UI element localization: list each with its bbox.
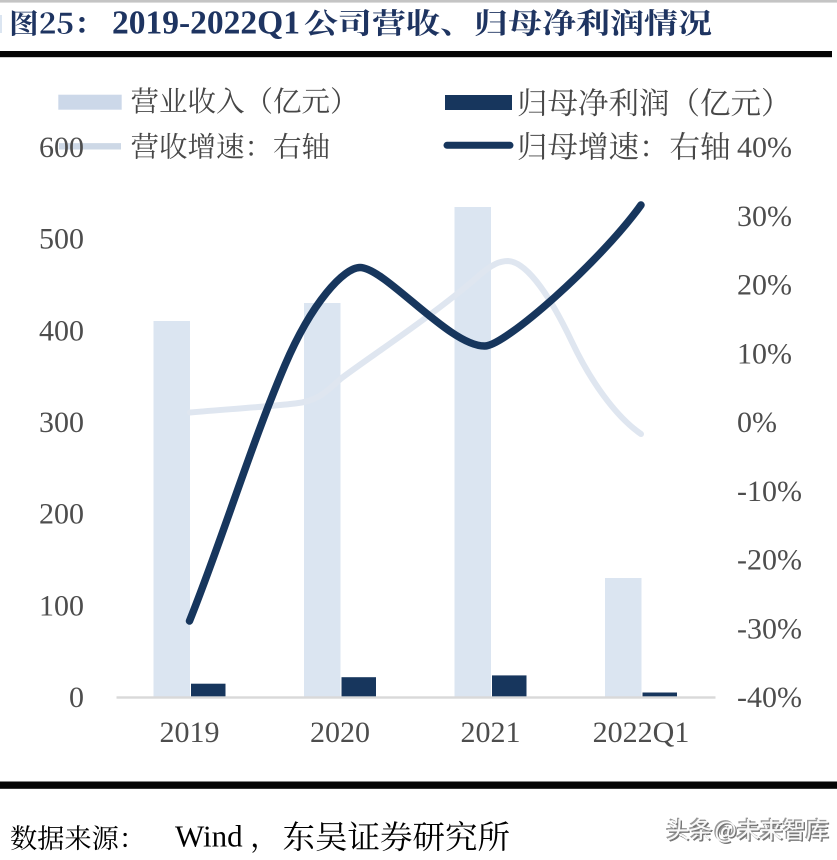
svg-text:600: 600 [39, 131, 84, 164]
svg-text:300: 300 [39, 406, 84, 439]
svg-text:20%: 20% [737, 269, 792, 302]
svg-text:-10%: -10% [737, 475, 802, 508]
svg-text:40%: 40% [737, 131, 792, 164]
svg-text:10%: 10% [737, 337, 792, 370]
svg-text:100: 100 [39, 589, 84, 622]
svg-text:400: 400 [39, 314, 84, 347]
svg-text:-40%: -40% [737, 681, 802, 714]
svg-text:2021: 2021 [461, 716, 521, 749]
svg-text:-20%: -20% [737, 544, 802, 577]
svg-text:200: 200 [39, 498, 84, 531]
svg-text:0%: 0% [737, 406, 777, 439]
svg-text:2020: 2020 [310, 716, 370, 749]
svg-text:500: 500 [39, 223, 84, 256]
svg-text:-30%: -30% [737, 612, 802, 645]
svg-text:0: 0 [69, 681, 84, 714]
svg-text:Wind: Wind [175, 819, 243, 854]
svg-text:2019: 2019 [160, 716, 220, 749]
svg-text:2022Q1: 2022Q1 [593, 716, 690, 749]
svg-text:30%: 30% [737, 200, 792, 233]
svg-text:2019-2022Q1: 2019-2022Q1 [112, 5, 300, 42]
